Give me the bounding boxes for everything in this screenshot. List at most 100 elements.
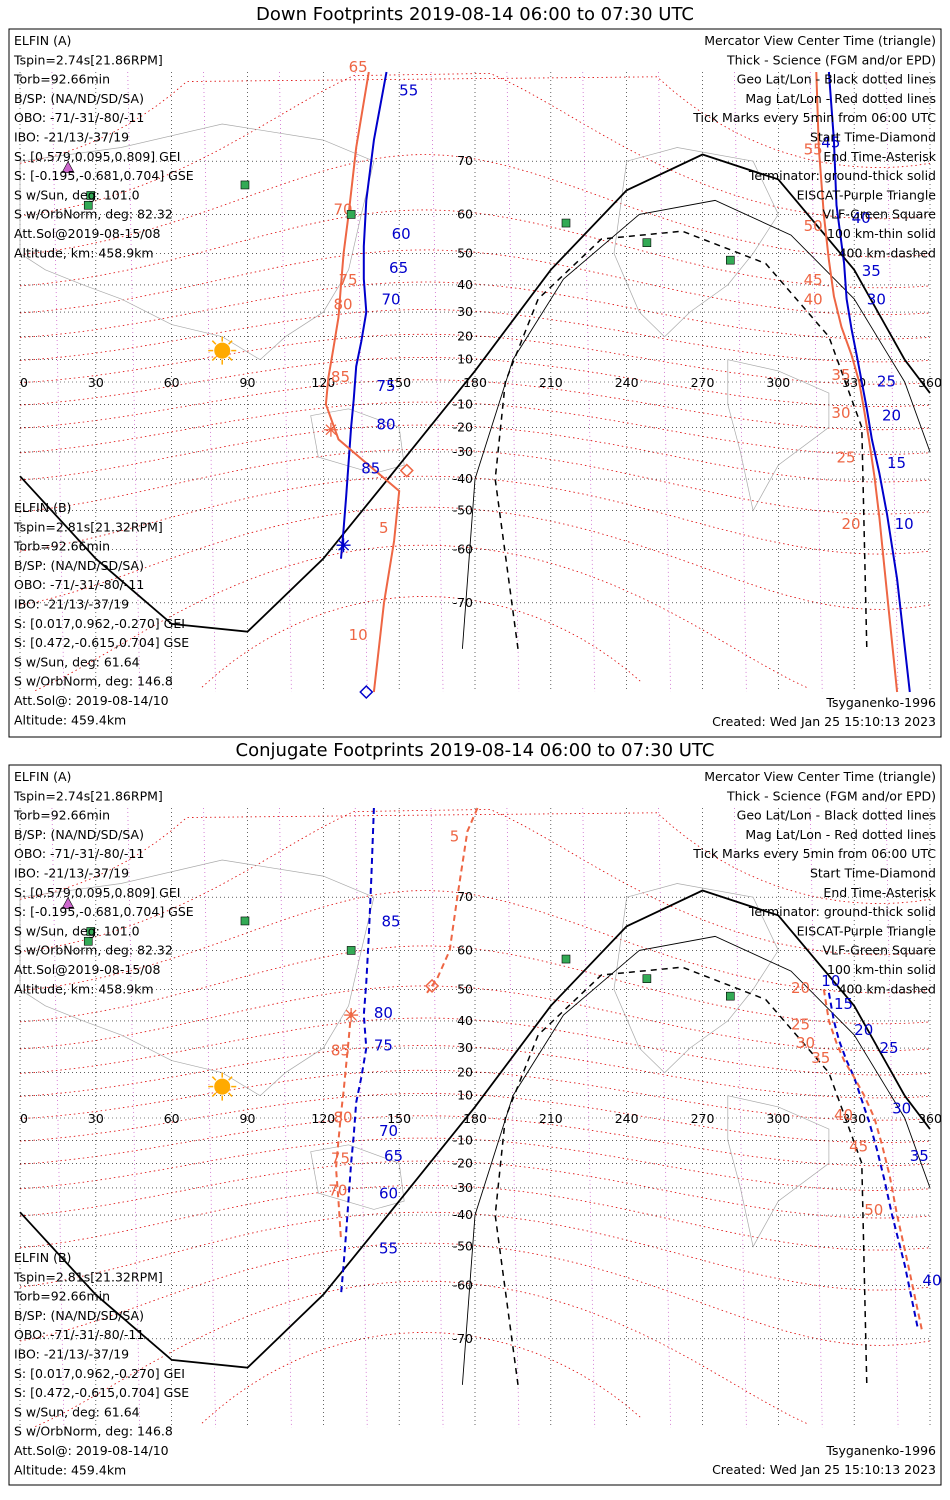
conj-mag-lon-line <box>127 807 141 1429</box>
down-sun-ray <box>211 340 217 345</box>
down-elfin-a-info: S: [0.579,0.095,0.809] GEI <box>14 149 180 164</box>
conj-elfin-b-info: S: [0.472,-0.615,0.704] GSE <box>14 1385 189 1400</box>
down-lat-tick-label: -30 <box>453 444 473 459</box>
down-elfin-b-info: Torb=92.66min <box>13 539 110 554</box>
panel-title-conjugate: Conjugate Footprints 2019-08-14 06:00 to… <box>235 740 715 761</box>
down-legend-entry: Terminator: ground-thick solid <box>748 168 936 183</box>
conj-elfin-b-track-2 <box>334 1011 353 1240</box>
down-elfin-a-track-east <box>827 71 911 693</box>
conj-lon-tick-label: 150 <box>387 1111 411 1126</box>
down-elfin-b-tick-label: 50 <box>804 217 823 235</box>
down-model-label: Tsyganenko-1996 <box>825 695 936 710</box>
conj-legend-entry: 100 km-thin solid <box>827 962 936 977</box>
conj-sun-ray <box>228 1076 233 1081</box>
down-elfin-b-tick-label: 80 <box>333 296 352 314</box>
conj-legend-entry: 400 km-dashed <box>839 981 936 996</box>
conj-eiscat-triangle <box>61 896 75 909</box>
conj-lat-tick-label: -70 <box>453 1331 473 1346</box>
down-lat-tick-label: 20 <box>457 329 473 344</box>
conj-elfin-b-tick-label: 5 <box>450 828 460 846</box>
conj-vlf-square <box>83 936 93 946</box>
down-elfin-b-info: OBO: -71/-31/-80/-11 <box>14 577 144 592</box>
conj-terminator <box>19 889 931 1369</box>
down-lon-tick-label: 240 <box>615 375 639 390</box>
conj-elfin-b-start-diamond <box>424 978 440 993</box>
down-elfin-b-tick-label: 25 <box>836 448 855 466</box>
down-lon-tick-label: 60 <box>164 375 180 390</box>
conj-elfin-b-tick-label: 35 <box>811 1049 830 1067</box>
conj-elfin-a-tick-label: 60 <box>379 1184 398 1202</box>
conj-lon-tick-label: 30 <box>88 1111 104 1126</box>
conj-lat-tick-label: 40 <box>457 1013 473 1028</box>
conj-elfin-a-tick-label: 55 <box>379 1240 398 1258</box>
conj-sun-ray <box>211 1092 217 1098</box>
down-coastline <box>727 359 830 512</box>
conj-elfin-a-tick-label: 80 <box>374 1004 393 1022</box>
down-legend-entry: 400 km-dashed <box>839 245 936 260</box>
down-vlf-square <box>726 255 735 265</box>
conj-elfin-a-info: S w/Sun, deg: 101.0 <box>14 923 140 938</box>
down-lat-tick-label: 50 <box>457 245 473 260</box>
down-elfin-b-info: S w/Sun, deg: 61.64 <box>14 654 140 669</box>
down-elfin-a-tick-label: 75 <box>376 377 395 395</box>
down-vlf-square <box>83 200 93 210</box>
conj-elfin-a-tick-label: 10 <box>821 972 840 990</box>
conj-legend-entry: EISCAT-Purple Triangle <box>797 923 937 938</box>
conj-elfin-b-info: S w/OrbNorm, deg: 146.8 <box>14 1424 173 1439</box>
conj-elfin-b-info: S: [0.017,0.962,-0.270] GEI <box>14 1366 185 1381</box>
down-sun-icon <box>214 342 231 359</box>
down-elfin-a-info: Torb=92.66min <box>13 72 110 87</box>
down-legend-entry: Thick - Science (FGM and/or EPD) <box>726 52 936 67</box>
down-legend-entry: Tick Marks every 5min from 06:00 UTC <box>692 110 936 125</box>
down-lon-tick-label: 150 <box>387 375 411 390</box>
down-lat-tick-label: 40 <box>457 277 473 292</box>
down-coastline <box>310 408 405 474</box>
conj-lat-tick-label: -60 <box>453 1278 473 1293</box>
down-elfin-b-info: Tspin=2.81s[21.32RPM] <box>13 519 163 534</box>
down-elfin-a-info: S w/Sun, deg: 101.0 <box>14 187 140 202</box>
conj-mag-lat-line <box>201 1332 643 1424</box>
conj-lon-tick-label: 210 <box>539 1111 563 1126</box>
down-elfin-a-tick-label: 65 <box>389 259 408 277</box>
down-elfin-b-info: S w/OrbNorm, deg: 146.8 <box>14 674 173 689</box>
down-legend-entry: EISCAT-Purple Triangle <box>797 187 937 202</box>
conj-lon-tick-label: 120 <box>311 1111 335 1126</box>
down-sun-ray <box>228 356 233 362</box>
down-elfin-b-tick-label: 85 <box>331 368 350 386</box>
conj-elfin-a-tick-label: 65 <box>384 1147 403 1165</box>
conj-elfin-b-info: IBO: -21/13/-37/19 <box>14 1347 129 1362</box>
conj-lat-tick-label: -30 <box>453 1180 473 1195</box>
conj-elfin-b-tick-label: 85 <box>331 1042 350 1060</box>
down-lon-tick-label: 210 <box>539 375 563 390</box>
down-elfin-a-info: S: [-0.195,-0.681,0.704] GSE <box>14 168 194 183</box>
down-elfin-b-tick-label: 5 <box>379 519 389 537</box>
down-elfin-a-label: ELFIN (A) <box>14 33 71 48</box>
conj-elfin-b-tick-label: 70 <box>328 1182 347 1200</box>
conj-mag-lon-line <box>885 807 899 1429</box>
conj-elfin-b-info: Att.Sol@: 2019-08-14/10 <box>14 1443 169 1458</box>
conj-lat-tick-label: 60 <box>457 942 473 957</box>
conj-legend-entry: Terminator: ground-thick solid <box>748 904 936 919</box>
panel-title-down: Down Footprints 2019-08-14 06:00 to 07:3… <box>256 4 694 25</box>
conj-mag-lat-line <box>19 890 931 994</box>
down-lat-tick-label: -10 <box>453 396 473 411</box>
down-mag-lon-line <box>203 71 216 693</box>
conj-elfin-a-info: Altitude, km: 458.9km <box>14 981 154 996</box>
conj-mag-lon-line <box>430 807 444 1429</box>
conj-lat-tick-label: -10 <box>453 1132 473 1147</box>
down-created-label: Created: Wed Jan 25 15:10:13 2023 <box>712 714 936 729</box>
down-elfin-a-info: Tspin=2.74s[21.86RPM] <box>13 52 163 67</box>
down-mag-lon-line <box>51 71 65 693</box>
down-mag-lon-line <box>658 71 671 693</box>
conj-elfin-b-tick-label: 80 <box>333 1108 352 1126</box>
down-elfin-a-end-asterisk <box>336 538 351 553</box>
down-mag-lat-line <box>19 249 931 315</box>
down-mag-lon-line <box>809 71 823 693</box>
conj-elfin-a-tick-label: 35 <box>910 1147 929 1165</box>
conj-elfin-a-info: Tspin=2.74s[21.86RPM] <box>13 788 163 803</box>
conj-elfin-a-track-east <box>827 992 919 1327</box>
down-mag-lat-line <box>19 72 931 220</box>
down-elfin-a-tick-label: 80 <box>376 416 395 434</box>
conj-legend-entry: Tick Marks every 5min from 06:00 UTC <box>692 846 936 861</box>
